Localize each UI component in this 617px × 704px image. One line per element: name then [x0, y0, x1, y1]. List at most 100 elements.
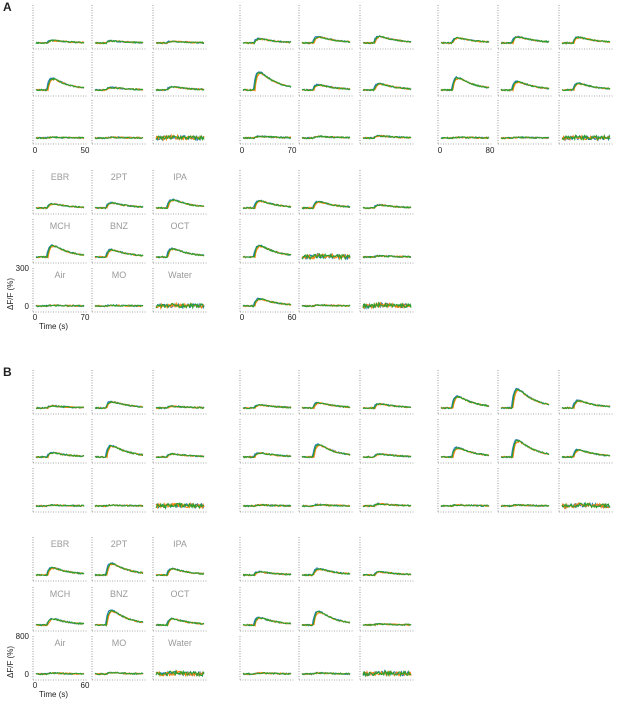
odor-label: 2PT: [111, 172, 128, 182]
trace-line: [362, 622, 412, 627]
x-tick-label: 0: [240, 313, 245, 322]
trace-line: [35, 404, 85, 410]
trace-line: [155, 247, 205, 259]
trace-line: [94, 609, 144, 627]
x-axis-label: Time (s): [39, 690, 68, 699]
odor-label: EBR: [51, 172, 70, 182]
trace-line: [302, 84, 351, 92]
odor-label: Water: [168, 638, 192, 648]
trace-line: [94, 563, 144, 577]
odor-label: IPA: [173, 539, 187, 549]
trace-line: [155, 502, 205, 510]
trace-line: [35, 671, 85, 676]
odor-label: MO: [112, 270, 127, 280]
trace-line: [94, 504, 144, 508]
x-tick-label: 0: [33, 313, 38, 322]
panel-letter-a: A: [3, 0, 12, 14]
x-tick-label: 0: [438, 146, 443, 155]
trace-line: [362, 452, 412, 459]
trace-line: [242, 671, 291, 676]
trace-line: [561, 82, 611, 92]
plot-block: [239, 537, 414, 681]
trace-line: [35, 451, 84, 459]
trace-line: [561, 501, 611, 509]
plot-block: 0 50: [32, 5, 207, 155]
odor-label: BNZ: [110, 589, 129, 599]
trace-line: [94, 444, 144, 459]
trace-line: [242, 244, 292, 259]
x-tick-label: 0: [33, 681, 38, 690]
x-tick-label: 80: [486, 146, 495, 155]
trace-line: [362, 300, 412, 310]
small-multiples: 0 50 0 70 0 80 EBR 2PT IPA MCH BNZ OCT Air MO Water 0 70…: [6, 5, 613, 699]
trace-line: [362, 254, 411, 259]
panel-letter-b: B: [3, 365, 12, 379]
trace-line: [301, 611, 351, 627]
trace-line: [500, 388, 550, 410]
trace-line: [301, 200, 351, 210]
odor-label: Water: [168, 270, 192, 280]
y-tick-label: 0: [25, 670, 30, 679]
trace-line: [155, 40, 205, 44]
trace-line: [155, 198, 205, 210]
trace-line: [242, 503, 292, 508]
trace-line: [155, 302, 205, 310]
trace-line: [301, 35, 351, 45]
trace-line: [94, 201, 144, 209]
trace-line: [301, 610, 351, 627]
y-tick-label: 800: [16, 632, 30, 641]
odor-label: 2PT: [111, 539, 128, 549]
trace-line: [362, 402, 412, 410]
trace-line: [35, 39, 85, 45]
trace-line: [35, 504, 85, 508]
odor-label: OCT: [171, 589, 191, 599]
trace-line: [440, 135, 490, 140]
trace-line: [440, 36, 490, 45]
plot-block: [32, 370, 207, 513]
trace-line: [35, 77, 85, 92]
trace-line: [561, 36, 611, 45]
trace-line: [155, 567, 205, 577]
trace-line: [35, 77, 85, 92]
trace-line: [301, 444, 351, 459]
trace-line: [440, 446, 490, 459]
trace-line: [440, 446, 490, 459]
odor-label: Air: [55, 638, 66, 648]
trace-line: [95, 444, 143, 459]
trace-line: [362, 35, 412, 45]
trace-line: [242, 616, 292, 627]
trace-line: [35, 617, 85, 627]
trace-line: [362, 669, 412, 678]
trace-line: [363, 502, 412, 508]
trace-line: [242, 71, 292, 92]
trace-line: [500, 387, 550, 410]
trace-line: [500, 503, 550, 508]
trace-line: [440, 446, 490, 459]
x-tick-label: 60: [288, 313, 297, 322]
trace-line: [362, 82, 412, 92]
trace-line: [94, 136, 144, 140]
plot-block: EBR 2PT IPA MCH BNZ OCT Air MO Water 0 70 0 300ΔF/F …: [6, 170, 207, 331]
y-axis-label: ΔF/F (%): [6, 278, 15, 310]
trace-line: [94, 562, 144, 577]
trace-line: [561, 134, 611, 142]
trace-line: [155, 85, 205, 92]
trace-line: [562, 82, 611, 92]
trace-line: [440, 395, 490, 410]
plot-block: [437, 370, 613, 513]
trace-line: [440, 75, 490, 92]
odor-label: MO: [112, 638, 127, 648]
trace-line: [500, 439, 550, 459]
trace-line: [500, 80, 550, 92]
trace-line: [242, 403, 292, 410]
trace-line: [500, 135, 550, 140]
plot-block: EBR 2PT IPA MCH BNZ OCT Air MO Water 0 60 0 800ΔF/F …: [6, 537, 207, 699]
odor-label: BNZ: [110, 221, 129, 231]
trace-line: [500, 440, 550, 459]
trace-line: [155, 134, 205, 141]
x-tick-label: 60: [81, 681, 90, 690]
trace-line: [301, 610, 350, 627]
odor-label: Air: [55, 270, 66, 280]
trace-line: [440, 503, 490, 508]
